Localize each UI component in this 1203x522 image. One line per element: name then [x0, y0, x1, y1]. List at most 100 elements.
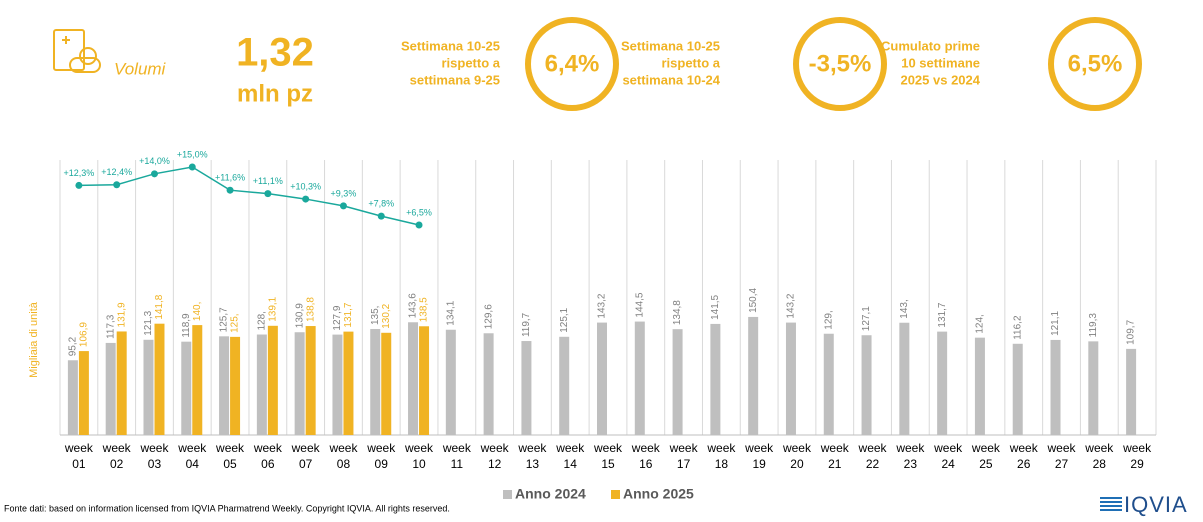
x-tick-label: week 15 — [593, 441, 623, 471]
growth-label: +15,0% — [177, 149, 208, 159]
kpi-main-value: 1,32 — [236, 31, 314, 75]
bar — [305, 326, 316, 435]
x-tick-label-line: 03 — [148, 457, 162, 471]
value-label: 129,6 — [483, 304, 494, 329]
bar — [294, 332, 305, 435]
growth-point — [339, 202, 347, 210]
value-label: 150,4 — [748, 287, 759, 312]
x-tick-label-line: week — [102, 441, 132, 455]
kpi-value: 6,5% — [1068, 50, 1123, 77]
bar — [381, 332, 392, 435]
value-label: 119,3 — [1088, 313, 1099, 338]
x-tick-label: week 19 — [744, 441, 774, 471]
value-label: 131,9 — [116, 302, 127, 327]
bar — [1088, 341, 1099, 435]
x-tick-label-line: week — [593, 441, 623, 455]
kpi-label: Settimana 10-25 — [621, 38, 720, 53]
growth-point — [415, 221, 423, 229]
value-label: 140, — [192, 302, 203, 321]
x-tick-label-line: week — [631, 441, 661, 455]
value-label: 130,2 — [381, 303, 392, 328]
x-tick-label: week 28 — [1084, 441, 1114, 471]
logo-stripe — [1100, 505, 1122, 507]
value-label: 125,7 — [219, 307, 230, 332]
bar — [154, 323, 165, 435]
value-label: 131,7 — [937, 302, 948, 327]
x-tick-label-line: 19 — [752, 457, 766, 471]
x-tick-label: week 22 — [858, 441, 888, 471]
bar — [937, 331, 948, 435]
x-tick-label: week 29 — [1122, 441, 1152, 471]
kpi-label: settimana 10-24 — [622, 72, 720, 87]
x-tick-label-line: 18 — [715, 457, 729, 471]
value-label: 106,9 — [79, 322, 90, 347]
x-tick-label: week 13 — [517, 441, 547, 471]
value-label: 125, — [230, 313, 241, 332]
value-label: 116,2 — [1012, 315, 1023, 340]
x-tick-label: week 06 — [253, 441, 283, 471]
x-tick-label: week 23 — [895, 441, 925, 471]
bar — [748, 316, 759, 435]
kpi-circle — [1048, 17, 1142, 111]
bar — [67, 360, 78, 435]
x-tick-label-line: week — [517, 441, 547, 455]
growth-point — [264, 190, 272, 198]
x-tick-label-line: 24 — [941, 457, 955, 471]
value-label: 121,3 — [143, 310, 154, 335]
x-tick-label: week 18 — [706, 441, 736, 471]
x-tick-label: week 20 — [782, 441, 812, 471]
bar — [483, 333, 494, 435]
y-axis-label: Migliaia di unità — [28, 301, 40, 378]
growth-label: +6,5% — [406, 207, 432, 217]
growth-label: +11,1% — [253, 176, 283, 186]
x-tick-label-line: week — [669, 441, 699, 455]
x-tick-label-line: week — [366, 441, 396, 455]
value-label: 117,3 — [105, 314, 116, 339]
growth-point — [302, 195, 310, 203]
x-tick-label-line: week — [933, 441, 963, 455]
growth-point — [226, 186, 234, 194]
x-tick-label-line: 07 — [299, 457, 313, 471]
x-tick-label: week 01 — [64, 441, 94, 471]
value-label: 118,9 — [181, 313, 192, 338]
bar — [78, 351, 89, 435]
growth-label: +10,3% — [290, 181, 321, 191]
x-tick-label-line: 04 — [186, 457, 200, 471]
x-tick-label-line: week — [442, 441, 472, 455]
x-tick-label-line: week — [404, 441, 434, 455]
x-tick-label: week 11 — [442, 441, 472, 471]
kpi-label: Cumulato prime — [881, 38, 980, 53]
bar — [445, 329, 456, 435]
x-tick-label-line: week — [1122, 441, 1152, 455]
x-tick-label-line: week — [253, 441, 283, 455]
x-tick-label: week 16 — [631, 441, 661, 471]
bar — [343, 331, 354, 435]
value-label: 143,6 — [408, 293, 419, 318]
x-tick-label: week 08 — [328, 441, 358, 471]
logo-stripe — [1100, 501, 1122, 503]
bar — [559, 336, 570, 435]
growth-point — [113, 181, 121, 189]
x-tick-label: week 17 — [669, 441, 699, 471]
value-label: 127,9 — [332, 305, 343, 330]
x-tick-label: week 04 — [177, 441, 207, 471]
x-tick-label-line: week — [480, 441, 510, 455]
kpi-label: 10 settimane — [901, 55, 980, 70]
growth-label: +11,6% — [215, 173, 245, 183]
x-tick-label: week 21 — [820, 441, 850, 471]
x-tick-label-line: week — [744, 441, 774, 455]
x-tick-label-line: week — [971, 441, 1001, 455]
bar — [408, 322, 419, 435]
value-label: 138,8 — [305, 297, 316, 322]
growth-line — [78, 166, 420, 226]
x-tick-label-line: 17 — [677, 457, 691, 471]
legend-swatch — [503, 490, 512, 499]
value-label: 127,1 — [861, 306, 872, 331]
bar — [672, 329, 683, 435]
bar — [634, 321, 645, 435]
source: Fonte dati: based on information license… — [4, 503, 450, 513]
x-tick-label-line: 28 — [1093, 457, 1107, 471]
bar — [1126, 348, 1137, 435]
x-tick-label-line: 08 — [337, 457, 351, 471]
x-tick-label-line: 11 — [451, 457, 464, 471]
